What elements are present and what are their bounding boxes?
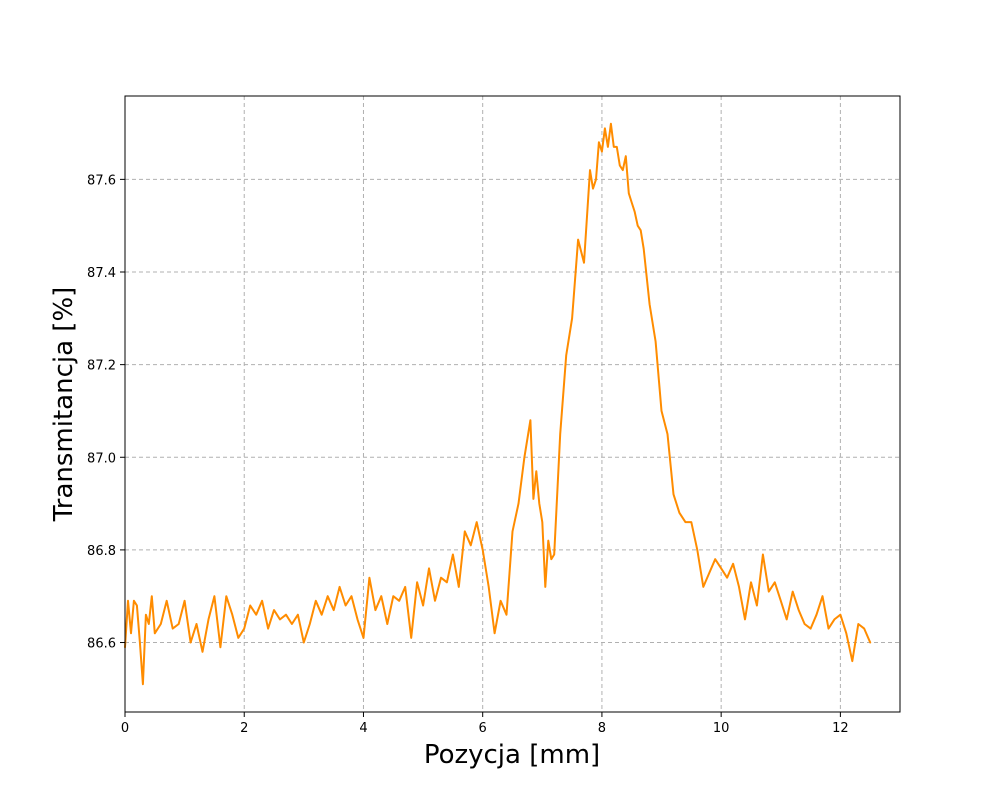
x-tick-label: 0 [121,721,129,736]
y-tick-label: 86.8 [87,544,116,559]
x-tick-label: 2 [240,721,248,736]
series-line-transmitancja [124,122,872,686]
y-axis-label: Transmitancja [%] [49,287,79,523]
y-tick-label: 87.6 [87,173,116,188]
y-tick-label: 87.4 [87,266,116,281]
axes-frame [124,95,901,713]
x-tick-label: 10 [713,721,730,736]
grid-lines [124,96,900,712]
x-axis-label: Pozycja [mm] [424,740,600,770]
x-tick-label: 4 [359,721,367,736]
plot-area [124,122,872,686]
axis-ticks: 0 2 4 6 8 10 12 86.6 86.8 87.0 87.2 87.4 87.6 [87,173,849,736]
x-tick-label: 8 [598,721,606,736]
y-tick-label: 86.6 [87,637,116,652]
y-tick-label: 87.0 [87,451,116,466]
y-tick-label: 87.2 [87,359,116,374]
x-tick-label: 12 [832,721,849,736]
x-tick-label: 6 [479,721,487,736]
